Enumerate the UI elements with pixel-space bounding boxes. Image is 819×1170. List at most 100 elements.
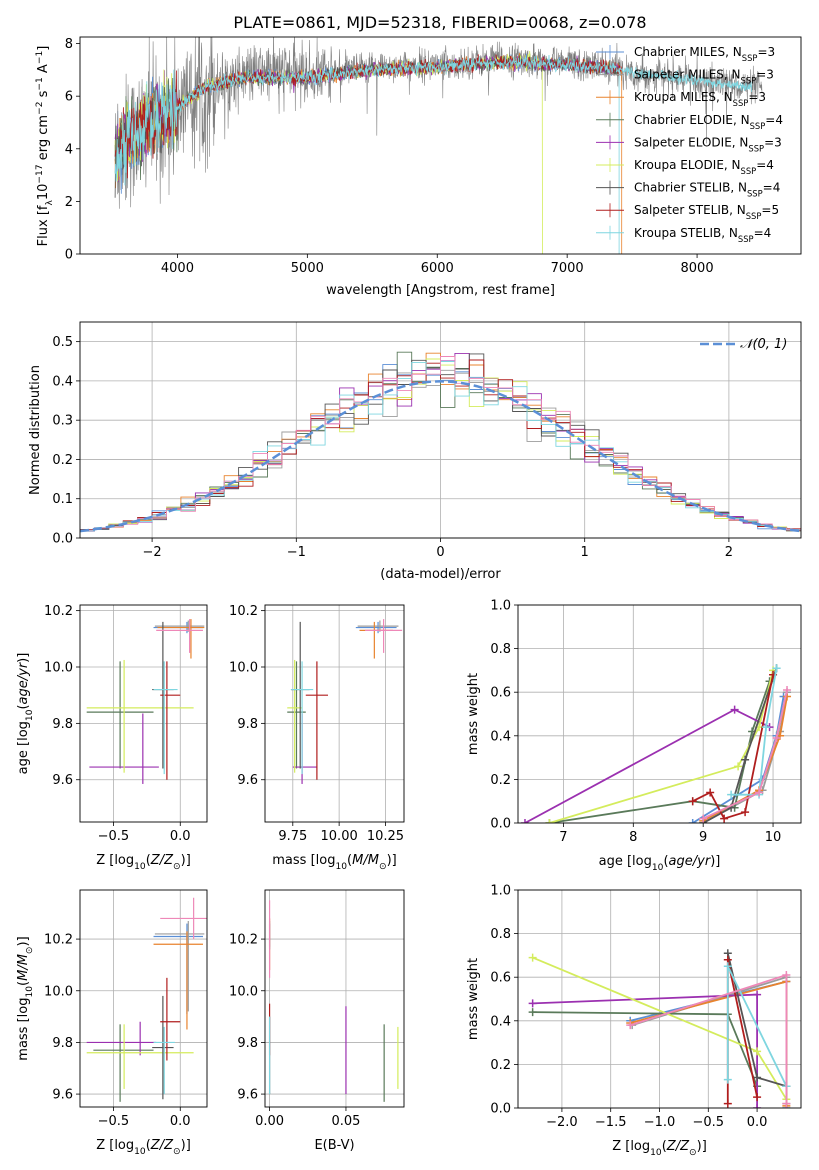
weight-marker [723,1075,732,1084]
y-axis-label: mass weight [466,673,481,755]
legend-entry: Salpeter STELIB, NSSP=5 [634,203,779,221]
plot-area-mass_vs_Z [86,897,207,1102]
x-tick-label: −0.5 [98,1114,130,1129]
panel-residuals: −2 −1 0 1 2 0.0 0.1 0.2 0.3 0.4 0.5 (data-model)/er… [28,321,802,582]
y-tick-label: 10.2 [44,933,73,948]
x-tick-label: 8 [629,830,637,845]
y-tick-label: 0.2 [52,453,73,468]
x-axis-label: (data-model)/error [380,567,501,582]
x-tick-label: 10 [765,830,782,845]
legend-entry: Chabrier ELODIE, NSSP=4 [634,113,783,131]
weight-marker [730,705,739,714]
x-axis-label: Z [log10(Z/Z⊙)] [96,853,191,872]
legend-entry: Kroupa STELIB, NSSP=4 [634,226,771,244]
legend-entry: Chabrier STELIB, NSSP=4 [634,181,780,199]
y-axis-label: Flux [fλ10−17 erg cm−2 s−1 A−1] [35,46,55,247]
weight-marker [528,953,537,962]
y-tick-label: 9.8 [52,717,73,732]
weight-marker [706,788,715,797]
legend-entry: Kroupa MILES, NSSP=3 [634,90,766,108]
axes-frame [79,321,802,539]
y-tick-label: 1.0 [490,884,511,899]
weight-marker [741,755,750,764]
y-tick-label: 0.4 [490,729,511,744]
weight-series [532,1011,758,1087]
y-tick-label: 9.6 [237,1088,258,1103]
weight-marker [688,797,697,806]
y-tick-label: 9.6 [52,1088,73,1103]
plot-area-massweight_vs_age [520,664,792,823]
y-axis-label: Normed distribution [28,365,43,495]
x-axis-label: wavelength [Angstrom, rest frame] [326,283,555,298]
model-spectrum [618,66,752,93]
plot-area-age_vs_Z [86,619,205,784]
y-tick-label: 10.2 [229,604,258,619]
weight-marker [741,808,750,817]
panel-massweight_vs_Z: −2.0 −1.5 −1.0 −0.5 0.0 0.0 0.2 0.4 0.6 0.8 1.0 Z [… [466,884,802,1158]
weight-marker [723,1099,732,1108]
axes-frame [264,604,405,823]
y-tick-label: 10.2 [44,604,73,619]
x-tick-label: 7 [559,830,567,845]
x-tick-label: 2 [725,545,733,560]
y-tick-label: 0.0 [490,817,511,832]
y-tick-label: 10.0 [44,661,73,676]
weight-series [549,681,771,823]
legend-entry: 𝒩(0, 1) [740,337,787,352]
x-tick-label: 10.25 [367,829,404,844]
panel-mass_vs_Z: −0.5 0.0 9.6 9.8 10.0 10.2 Z [log10(Z/Z⊙)] mass… [16,889,208,1157]
model-spectrum [114,54,620,254]
x-tick-label: −1 [287,545,306,560]
weight-marker [734,762,743,771]
x-tick-label: 0.05 [331,1114,360,1129]
histogram-series [80,356,801,531]
plot-area-spectrum [114,37,763,254]
x-axis-label: Z [log10(Z/Z⊙)] [612,1139,707,1158]
spectrum-legend: Chabrier MILES, NSSP=3 Salpeter MILES, NS… [596,45,783,244]
y-tick-label: 9.8 [237,1036,258,1051]
weight-marker [545,819,554,823]
plot-area-mass_vs_EBV [268,900,399,1102]
weight-marker [782,1099,791,1108]
y-tick-label: 0.1 [52,492,73,507]
legend-entry: Salpeter ELODIE, NSSP=3 [634,135,782,153]
weight-marker [753,1073,762,1082]
x-tick-label: 0.0 [747,1115,768,1130]
panel-massweight_vs_age: 7 8 9 10 0.0 0.2 0.4 0.6 0.8 1.0 age [log10(age/yr… [466,599,802,873]
y-axis-label: mass weight [466,958,481,1040]
axes-frame [79,889,208,1108]
x-tick-label: 1 [581,545,589,560]
weight-marker [727,790,736,799]
x-axis-label: Z [log10(Z/Z⊙)] [96,1138,191,1157]
weight-marker [626,1021,635,1030]
x-tick-label: 10.00 [321,829,358,844]
y-tick-label: 1.0 [490,599,511,614]
panel-age_vs_Z: −0.5 0.0 9.6 9.8 10.0 10.2 Z [log10(Z/Z⊙)] age … [16,604,208,872]
plot-area-residuals [80,351,801,533]
y-tick-label: 0.3 [52,414,73,429]
x-tick-label: −2.0 [546,1115,578,1130]
x-tick-label: −0.5 [693,1115,725,1130]
weight-marker [528,999,537,1008]
x-tick-label: 0.0 [170,1114,191,1129]
x-tick-label: −1.5 [595,1115,627,1130]
y-axis-label: age [log10(age/yr)] [16,653,35,775]
x-axis-label: E(B-V) [314,1138,354,1153]
y-tick-label: 10.0 [44,984,73,999]
y-tick-label: 0 [65,248,73,263]
weight-marker [528,1008,537,1017]
figure-title: PLATE=0861, MJD=52318, FIBERID=0068, z=0… [233,13,646,32]
axes-frame [517,604,802,824]
plot-area-massweight_vs_Z [528,949,791,1108]
weight-marker [753,990,762,999]
panel-mass_vs_EBV: 0.00 0.05 9.6 9.8 10.0 10.2 E(B-V) [229,889,405,1153]
weight-marker [720,814,729,823]
y-tick-label: 9.6 [52,773,73,788]
y-tick-label: 0.6 [490,971,511,986]
y-tick-label: 0.4 [490,1014,511,1029]
x-tick-label: −0.5 [98,829,130,844]
y-tick-label: 10.0 [229,661,258,676]
weight-marker [782,971,791,980]
y-tick-label: 9.8 [52,1036,73,1051]
